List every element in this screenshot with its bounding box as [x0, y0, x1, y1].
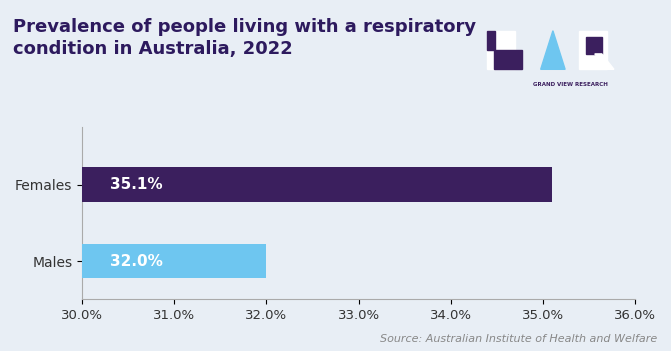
Text: Prevalence of people living with a respiratory
condition in Australia, 2022: Prevalence of people living with a respi…: [13, 18, 476, 58]
Bar: [494, 50, 521, 69]
Bar: [486, 31, 515, 69]
Bar: [586, 37, 602, 54]
Polygon shape: [541, 31, 565, 69]
Polygon shape: [595, 54, 614, 69]
Text: GRAND VIEW RESEARCH: GRAND VIEW RESEARCH: [533, 82, 608, 87]
Text: 35.1%: 35.1%: [110, 177, 162, 192]
Bar: [82, 167, 552, 202]
Text: 32.0%: 32.0%: [110, 253, 162, 269]
Bar: [82, 244, 266, 278]
Text: Source: Australian Institute of Health and Welfare: Source: Australian Institute of Health a…: [380, 334, 658, 344]
Bar: [486, 31, 495, 50]
Bar: [579, 31, 607, 69]
